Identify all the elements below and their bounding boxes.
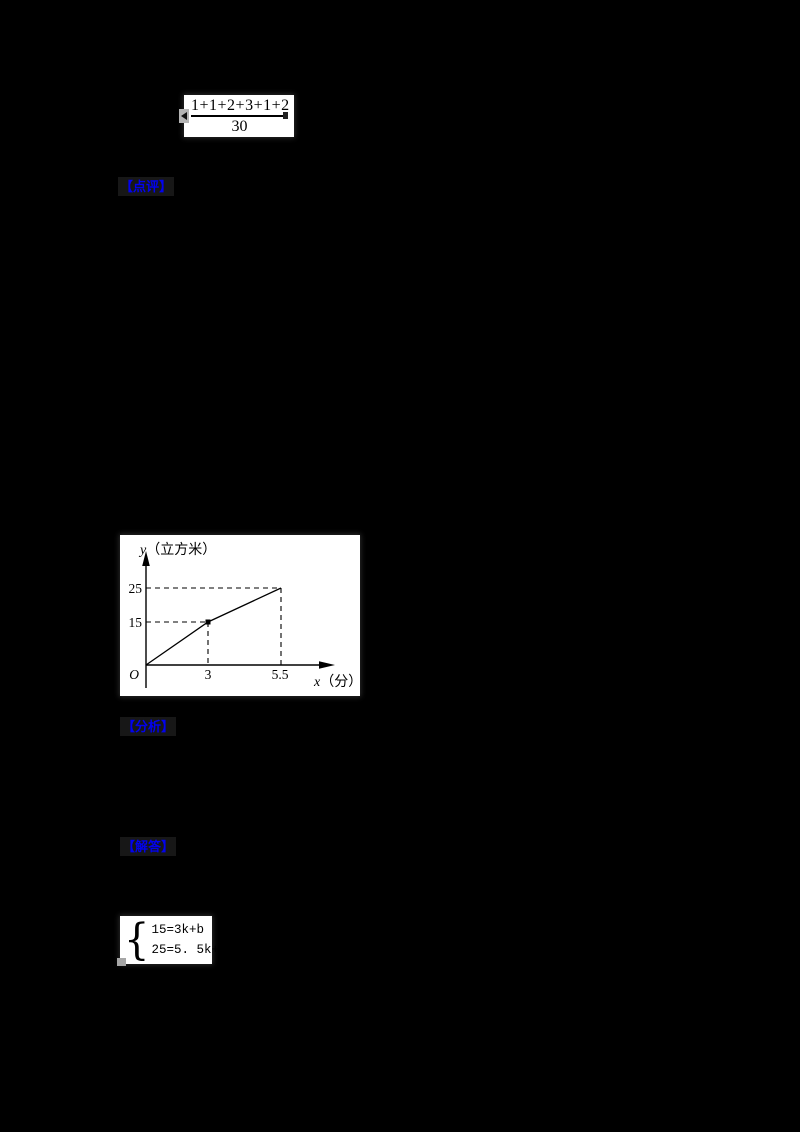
analysis-tag: 【分析】 bbox=[120, 717, 177, 736]
comment-tag: 【点评】 bbox=[118, 177, 175, 196]
equation-system-image[interactable]: { 15=3k+b 25=5. 5k+b bbox=[117, 915, 226, 966]
graph-image[interactable]: y（立方米） 25 15 O 3 5.5 x（分） bbox=[120, 535, 360, 696]
system-brace: { bbox=[124, 915, 150, 965]
fraction-bar bbox=[191, 115, 288, 117]
equation-line-2: 25=5. 5k+b bbox=[151, 943, 227, 957]
fraction-denominator: 30 bbox=[231, 118, 248, 135]
y-axis-label: y（立方米） bbox=[138, 542, 216, 558]
equation-lines: 15=3k+b 25=5. 5k+b bbox=[151, 920, 226, 960]
x-axis-arrow-icon bbox=[319, 661, 335, 669]
y-tick-25: 25 bbox=[129, 581, 143, 596]
x-axis-label: x（分） bbox=[313, 674, 360, 690]
fraction-numerator: 1+1+2+3+1+2 bbox=[191, 97, 290, 114]
x-tick-5-5: 5.5 bbox=[272, 667, 289, 682]
fraction: 1+1+2+3+1+2 30 bbox=[191, 96, 290, 136]
y-axis-arrow-icon bbox=[142, 551, 150, 566]
scroll-left-icon[interactable] bbox=[179, 109, 189, 123]
left-triangle-icon bbox=[181, 112, 187, 120]
solution-tag: 【解答】 bbox=[120, 837, 177, 856]
origin-label: O bbox=[129, 667, 139, 682]
scroll-right-icon[interactable] bbox=[283, 112, 288, 119]
point-marker bbox=[205, 619, 211, 625]
y-tick-15: 15 bbox=[129, 615, 143, 630]
graph-svg: y（立方米） 25 15 O 3 5.5 x（分） bbox=[129, 542, 361, 690]
x-tick-3: 3 bbox=[205, 667, 212, 682]
fraction-image[interactable]: 1+1+2+3+1+2 30 bbox=[179, 95, 294, 137]
data-line bbox=[145, 587, 282, 666]
dashed-guides bbox=[146, 587, 282, 665]
equation-line-1: 15=3k+b bbox=[151, 923, 204, 937]
resize-handle-icon[interactable] bbox=[117, 958, 126, 966]
